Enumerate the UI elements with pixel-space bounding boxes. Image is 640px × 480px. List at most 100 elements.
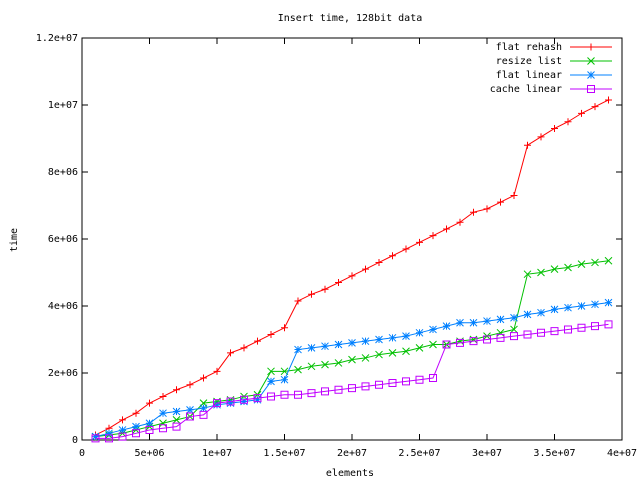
marker	[429, 232, 437, 240]
marker	[173, 386, 180, 394]
legend-label: flat rehash	[496, 42, 562, 53]
marker	[213, 399, 221, 408]
marker	[199, 404, 208, 413]
marker	[523, 310, 532, 319]
marker	[442, 340, 451, 349]
marker	[443, 225, 450, 233]
marker	[294, 297, 302, 305]
marker	[118, 426, 127, 434]
marker	[267, 330, 275, 338]
marker	[388, 379, 397, 388]
marker	[605, 96, 612, 104]
marker	[537, 268, 545, 277]
marker	[132, 429, 140, 438]
marker	[496, 328, 505, 337]
marker	[253, 395, 262, 404]
marker	[321, 285, 329, 293]
marker	[591, 322, 599, 331]
marker	[456, 338, 464, 347]
marker	[537, 308, 545, 317]
marker	[524, 141, 531, 149]
legend-label: cache linear	[490, 84, 562, 95]
marker	[456, 318, 464, 327]
marker	[497, 198, 504, 206]
marker	[280, 390, 289, 399]
y-tick-label: 6e+06	[48, 234, 78, 245]
marker	[348, 272, 356, 280]
marker	[307, 362, 316, 371]
y-tick-label: 8e+06	[48, 167, 78, 178]
marker	[226, 399, 235, 408]
marker	[577, 302, 586, 310]
marker	[186, 381, 194, 389]
marker	[118, 432, 127, 441]
marker	[213, 400, 221, 409]
marker	[159, 409, 167, 418]
marker	[375, 350, 383, 359]
marker	[348, 338, 356, 347]
marker	[469, 337, 478, 346]
marker	[389, 252, 396, 260]
marker	[132, 422, 140, 431]
marker	[146, 399, 153, 407]
y-tick-label: 1.2e+07	[36, 33, 78, 44]
x-tick-label: 3.5e+07	[533, 448, 575, 459]
marker	[550, 305, 559, 314]
marker	[564, 118, 572, 126]
marker	[375, 258, 383, 266]
marker	[321, 360, 329, 369]
marker	[587, 43, 595, 51]
x-tick-label: 2e+07	[337, 448, 367, 459]
x-axis-label: elements	[326, 468, 374, 479]
marker	[470, 208, 477, 216]
marker	[510, 325, 518, 334]
marker	[537, 133, 545, 141]
marker	[307, 344, 316, 352]
marker	[375, 380, 383, 389]
marker	[361, 354, 370, 362]
marker	[564, 303, 572, 312]
y-tick-label: 4e+06	[48, 301, 78, 312]
marker	[240, 397, 248, 406]
marker	[469, 318, 478, 327]
marker	[388, 333, 397, 342]
marker	[496, 333, 505, 342]
marker	[267, 392, 275, 401]
marker	[415, 328, 424, 337]
marker	[510, 191, 518, 199]
marker	[550, 327, 559, 336]
marker	[429, 325, 437, 334]
marker	[145, 425, 154, 434]
marker	[253, 394, 262, 403]
marker	[415, 375, 424, 384]
marker	[145, 419, 154, 428]
marker	[604, 320, 613, 329]
y-tick-label: 0	[72, 435, 78, 446]
marker	[591, 258, 599, 267]
y-axis-label: time	[9, 228, 20, 252]
marker	[334, 359, 343, 367]
y-tick-label: 2e+06	[48, 368, 78, 379]
marker	[267, 377, 275, 386]
marker	[281, 324, 288, 332]
marker	[91, 434, 100, 443]
marker	[604, 256, 613, 265]
marker	[172, 416, 181, 424]
marker	[334, 340, 343, 349]
marker	[105, 429, 113, 438]
marker	[510, 332, 518, 341]
marker	[442, 322, 451, 330]
marker	[294, 345, 302, 354]
marker	[523, 270, 532, 279]
series-line	[95, 323, 609, 439]
marker	[105, 434, 113, 443]
x-tick-label: 5e+06	[134, 448, 164, 459]
marker	[227, 349, 234, 357]
marker	[415, 344, 424, 352]
marker	[240, 344, 248, 352]
marker	[587, 71, 595, 79]
marker	[254, 337, 261, 345]
marker	[496, 315, 505, 324]
x-tick-label: 1.5e+07	[263, 448, 305, 459]
